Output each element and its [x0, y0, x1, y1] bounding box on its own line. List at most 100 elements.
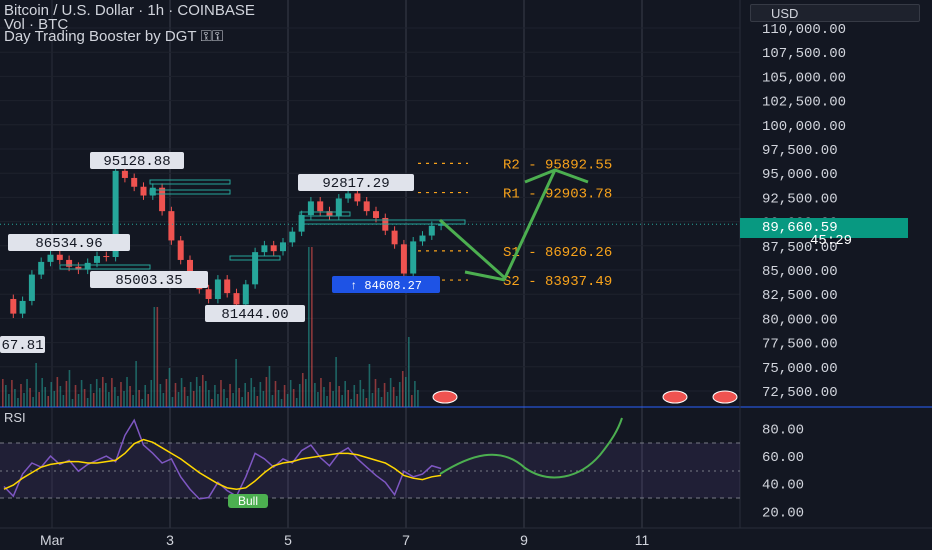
- volume-bar: [371, 393, 374, 407]
- volume-bar: [241, 397, 243, 407]
- swing-label: 81444.00: [221, 307, 288, 323]
- candle-body: [131, 177, 138, 187]
- current-price-box: [740, 218, 908, 238]
- candle-body: [438, 224, 445, 226]
- candle-body: [326, 211, 333, 217]
- currency-selector[interactable]: USD: [750, 4, 920, 22]
- candle-body: [307, 201, 314, 216]
- volume-bar: [250, 378, 253, 407]
- candle-body: [66, 259, 73, 267]
- candle-body: [363, 201, 370, 212]
- volume-bar: [53, 391, 56, 407]
- volume-bar: [350, 399, 353, 407]
- volume-bar: [220, 380, 222, 407]
- swing-label: 92817.29: [322, 176, 389, 192]
- volume-bar: [180, 378, 183, 407]
- price-tick: 110,000.00: [762, 22, 846, 38]
- price-tick: 72,500.00: [762, 385, 838, 401]
- swing-label-box: [90, 271, 208, 288]
- volume-bar: [171, 397, 174, 407]
- volume-bar: [20, 384, 22, 407]
- volume-bar: [168, 368, 171, 407]
- zone-box: [149, 179, 231, 185]
- event-flag-icon: [662, 390, 688, 404]
- volume-bar: [301, 373, 304, 407]
- zone-box: [149, 189, 231, 195]
- rsi-tick: 20.00: [762, 505, 804, 521]
- volume-bar: [362, 389, 365, 407]
- zone-box: [229, 255, 281, 261]
- volume-bar: [77, 394, 80, 407]
- volume-bar: [368, 364, 371, 407]
- price-axis: 110,000.00 107,500.00 105,000.00 102,500.00…: [740, 22, 908, 401]
- volume-bar: [189, 382, 192, 407]
- volume-bar: [111, 378, 113, 407]
- volume-bar: [338, 386, 340, 407]
- projection-arrowhead: [524, 168, 589, 184]
- event-flag-icon: [432, 390, 458, 404]
- volume-bar: [74, 385, 77, 407]
- volume-bars: [2, 247, 419, 407]
- volume-bar: [135, 361, 137, 407]
- volume-bar: [141, 399, 143, 407]
- pivot-levels: R2 - 95892.55 R1 - 92903.78 S1 - 86926.26 S…: [418, 157, 612, 290]
- volume-bar: [38, 392, 40, 407]
- candle-body: [224, 279, 231, 294]
- volume-bar: [268, 366, 271, 407]
- candle-body: [289, 231, 296, 243]
- candle-body: [84, 262, 91, 270]
- volume-bar: [356, 394, 359, 407]
- volume-bar: [71, 399, 74, 407]
- zone-box: [299, 219, 466, 225]
- swing-labels: 95128.88 86534.96 85003.35 92817.29 81444.00…: [0, 152, 738, 404]
- candle-body: [177, 240, 184, 260]
- swing-label-box: [8, 234, 130, 251]
- volume-bar: [26, 379, 28, 407]
- volume-bar: [305, 379, 307, 407]
- volume-bar: [229, 384, 231, 407]
- price-tick: 95,000.00: [762, 167, 838, 183]
- volume-bar: [156, 307, 159, 407]
- rsi-tick: 80.00: [762, 423, 804, 439]
- volume-bar: [174, 383, 177, 407]
- volume-bar: [392, 387, 395, 407]
- volume-bar: [192, 391, 195, 407]
- candle-body: [345, 193, 352, 199]
- volume-bar: [283, 385, 286, 407]
- candle-body: [19, 300, 26, 314]
- volume-bar: [217, 394, 219, 407]
- volume-bar: [5, 385, 7, 407]
- volume-bar: [92, 393, 95, 407]
- volume-bar: [201, 375, 204, 407]
- swing-label: ↑ 84608.27: [350, 279, 422, 293]
- time-tick: 11: [635, 532, 650, 548]
- volume-bar: [153, 307, 156, 407]
- candle-body: [428, 225, 435, 236]
- volume-bar: [65, 381, 68, 407]
- time-tick: 3: [166, 532, 174, 548]
- time-axis: Mar 3 5 7 9 11: [0, 527, 932, 548]
- volume-bar: [292, 389, 295, 407]
- candle-body: [159, 187, 166, 212]
- volume-bar: [32, 397, 34, 407]
- volume-bar: [298, 384, 301, 407]
- candle-body: [419, 235, 426, 242]
- price-tick: 105,000.00: [762, 70, 846, 86]
- volume-bar: [232, 393, 234, 407]
- candle-body: [140, 186, 147, 196]
- volume-bar: [165, 379, 168, 407]
- volume-bar: [17, 398, 19, 407]
- indicator-settings-icon[interactable]: ⚿⚿: [200, 28, 224, 45]
- volume-bar: [353, 385, 356, 407]
- price-tick: 97,500.00: [762, 143, 838, 159]
- volume-bar: [214, 385, 216, 407]
- volume-bar: [329, 382, 331, 407]
- volume-bar: [114, 387, 116, 407]
- volume-bar: [159, 384, 162, 407]
- candle-body: [252, 252, 259, 285]
- candle-body: [242, 284, 249, 305]
- candle-body: [10, 298, 17, 314]
- volume-bar: [277, 390, 280, 407]
- swing-label: 95128.88: [103, 154, 170, 170]
